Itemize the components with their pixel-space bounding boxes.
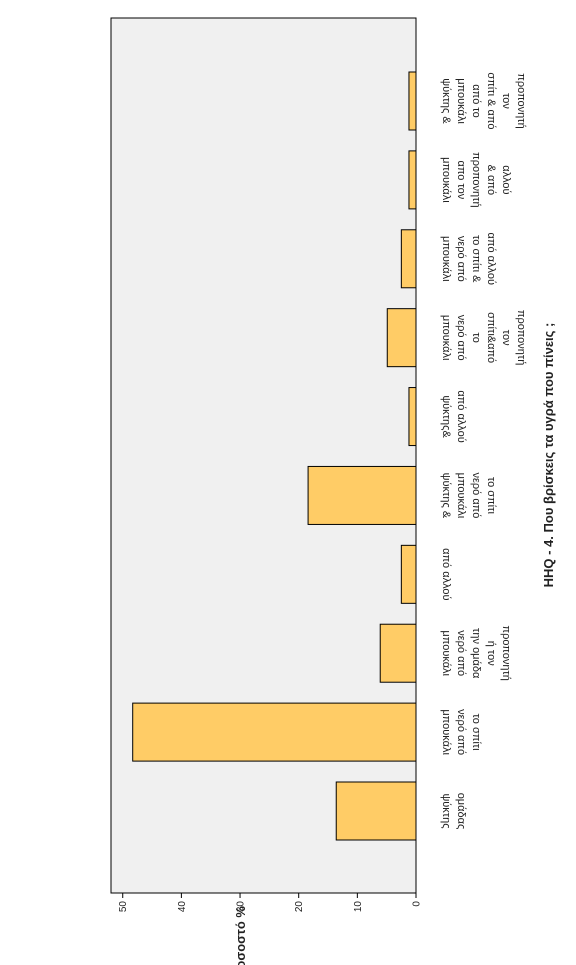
value-axis-title: Ποσοστό % [233, 906, 248, 965]
category-label: μπουκάλι [440, 709, 452, 755]
bars [132, 71, 417, 841]
category-label: νερό από [455, 315, 467, 361]
bar [400, 544, 417, 604]
category-label: προπονητή [515, 310, 527, 365]
category-label: προπονητή [500, 625, 512, 680]
category-label: ψύκτης & [440, 78, 452, 124]
category-label: από αλλού [440, 548, 452, 600]
bar [400, 229, 417, 289]
category-label: από αλλού [485, 233, 497, 285]
category-label: απο τον [455, 160, 467, 199]
category-label: ψύκτης& [440, 395, 452, 438]
value-tick-label: 10 [353, 901, 364, 913]
category-label: το σπίτι & [470, 235, 482, 283]
category-label: σπίτι & από [485, 72, 497, 129]
value-tick-label: 40 [177, 901, 188, 913]
category-label: το σπίτι [485, 477, 497, 515]
category-label: νερό από [455, 630, 467, 676]
bar [307, 465, 417, 525]
bar [386, 308, 417, 368]
bar [408, 71, 417, 131]
value-tick-label: 50 [118, 901, 129, 913]
plot-area [110, 17, 417, 894]
category-label: νερό από [455, 236, 467, 282]
value-tick-label: 20 [294, 901, 305, 913]
category-label: από αλλού [455, 390, 467, 442]
category-label: το σπίτι [470, 714, 482, 752]
chart-title: HHQ - 4. Που βρίσκεις τα υγρά που πίνεις… [541, 323, 556, 588]
category-label: το [470, 333, 482, 343]
value-tick-label: 0 [412, 901, 423, 907]
category-label: & από [485, 165, 497, 195]
category-label: μπουκάλι [440, 236, 452, 282]
category-label: νερό από [470, 472, 482, 518]
category-label: αλλού [500, 165, 512, 194]
category-label: ψύκτης & [440, 473, 452, 519]
category-label: νερό από [455, 709, 467, 755]
category-label: από το [470, 84, 482, 117]
category-label: την ομάδα [470, 628, 482, 679]
category-label: μπουκάλι [455, 78, 467, 124]
category-label: ψύκτης [440, 793, 452, 828]
value-tick-label: 30 [236, 901, 247, 913]
category-label: μπουκάλι [440, 157, 452, 203]
category-label: ή τον [485, 641, 497, 666]
category-label: προπονητή [515, 73, 527, 128]
category-label: προπονητή [470, 152, 482, 207]
bar [335, 781, 417, 841]
category-label: μπουκάλι [455, 473, 467, 519]
category-label: μπουκάλι [440, 315, 452, 361]
category-label: τον [500, 93, 512, 109]
category-label: μπουκάλι [440, 630, 452, 676]
category-label: ομάδας [455, 793, 467, 830]
bar [408, 150, 417, 210]
bar [132, 702, 417, 762]
bar [379, 623, 417, 683]
bar [408, 387, 417, 447]
category-label: τον [500, 330, 512, 346]
value-axis: 0 10 20 30 40 50 [118, 893, 423, 913]
category-label: σπίτι&από [485, 312, 497, 363]
